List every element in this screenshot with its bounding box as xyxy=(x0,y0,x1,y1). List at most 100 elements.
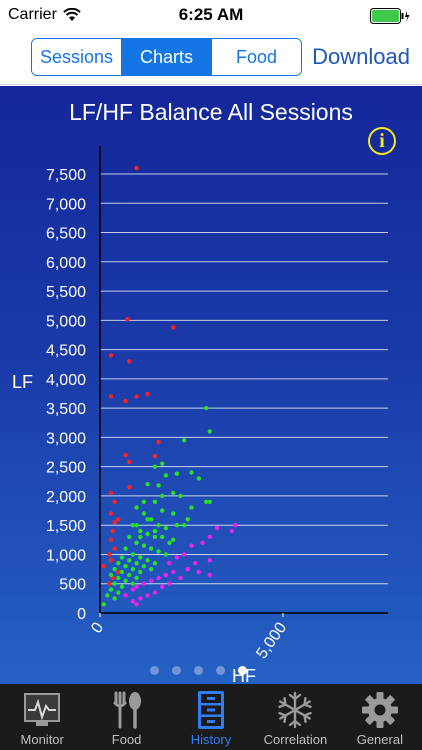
tab-history[interactable]: History xyxy=(169,684,253,750)
status-bar: Carrier 6:25 AM xyxy=(0,0,422,30)
data-point xyxy=(149,578,154,583)
data-point xyxy=(145,531,150,537)
data-point xyxy=(152,561,158,566)
page-dot[interactable] xyxy=(150,666,159,675)
data-point xyxy=(174,555,180,560)
page-indicator[interactable] xyxy=(150,666,247,675)
y-tick-label: 0 xyxy=(77,606,86,623)
info-icon[interactable]: i xyxy=(368,127,396,155)
segment-charts[interactable]: Charts xyxy=(122,39,212,75)
data-point xyxy=(112,499,117,504)
data-point xyxy=(138,528,143,534)
tab-food[interactable]: Food xyxy=(84,684,168,750)
data-point xyxy=(203,499,209,504)
y-tick-label: 4,000 xyxy=(46,372,86,389)
segment-food[interactable]: Food xyxy=(212,39,301,75)
data-point xyxy=(108,394,114,399)
data-point xyxy=(171,569,176,575)
y-tick-label: 3,000 xyxy=(46,430,86,447)
data-point xyxy=(193,561,198,566)
tab-label-correlation: Correlation xyxy=(263,732,328,747)
data-point xyxy=(108,490,114,496)
page-dot[interactable] xyxy=(172,666,181,675)
data-point xyxy=(178,493,183,499)
tab-general[interactable]: General xyxy=(338,684,422,750)
data-point xyxy=(160,584,165,589)
data-point xyxy=(108,558,114,563)
data-point xyxy=(160,508,165,513)
y-tick-label: 5,500 xyxy=(46,284,86,301)
data-point xyxy=(185,566,190,572)
data-point xyxy=(123,578,128,583)
data-point xyxy=(189,505,194,510)
data-point xyxy=(207,499,212,504)
battery-icon xyxy=(370,8,410,24)
data-point xyxy=(130,566,136,572)
tab-monitor[interactable]: Monitor xyxy=(0,684,84,750)
data-point xyxy=(203,405,209,411)
data-point xyxy=(130,599,136,604)
data-point xyxy=(116,590,121,595)
data-point xyxy=(130,552,136,557)
y-tick-label: 2,000 xyxy=(46,489,86,506)
data-point xyxy=(116,561,121,566)
data-point xyxy=(185,517,190,522)
data-point xyxy=(123,546,128,551)
tab-label-food: Food xyxy=(111,732,142,747)
data-point xyxy=(152,464,158,469)
data-point xyxy=(125,317,130,322)
data-point xyxy=(152,499,158,504)
page-dot[interactable] xyxy=(216,666,225,675)
data-point xyxy=(107,581,112,586)
data-point xyxy=(156,483,161,488)
data-point xyxy=(112,546,117,551)
segment-sessions[interactable]: Sessions xyxy=(32,39,122,75)
page-dot[interactable] xyxy=(194,666,203,675)
data-point xyxy=(101,602,106,607)
data-point xyxy=(152,453,158,459)
data-point xyxy=(127,558,132,563)
data-point xyxy=(108,572,114,578)
data-point xyxy=(145,593,150,598)
data-point xyxy=(196,569,201,575)
y-tick-label: 2,500 xyxy=(46,460,86,477)
data-point xyxy=(141,511,147,516)
data-point xyxy=(145,482,150,487)
tab-correlation[interactable]: Correlation xyxy=(253,684,337,750)
data-point xyxy=(156,523,161,528)
data-point xyxy=(163,572,169,578)
data-point xyxy=(167,561,172,566)
data-point xyxy=(108,537,114,542)
data-point xyxy=(171,537,176,542)
data-point xyxy=(134,540,139,545)
data-point xyxy=(101,564,106,569)
data-point xyxy=(112,596,117,601)
data-point xyxy=(134,394,139,399)
data-point xyxy=(134,165,139,171)
chart-area[interactable]: 0 500 1,000 1,500 2,000 2,500 3,000 3,500 4,000 4… xyxy=(0,86,422,684)
data-point xyxy=(134,561,139,566)
chart-title: LF/HF Balance All Sessions xyxy=(69,99,353,125)
data-point xyxy=(182,552,187,557)
data-point xyxy=(108,587,114,592)
y-tick-label: 1,500 xyxy=(46,518,86,535)
data-point xyxy=(160,461,165,466)
page-dot[interactable] xyxy=(238,666,247,675)
data-point xyxy=(108,511,114,516)
wifi-icon xyxy=(63,8,81,21)
data-point xyxy=(134,505,139,510)
data-point xyxy=(171,511,176,516)
data-point xyxy=(116,517,121,522)
download-button[interactable]: Download xyxy=(312,44,410,69)
data-point xyxy=(189,543,194,548)
x-tick-label: 0 xyxy=(88,619,107,636)
data-point xyxy=(189,470,194,475)
data-point xyxy=(141,564,147,569)
view-segmented-control: Sessions Charts Food xyxy=(31,38,302,76)
carrier-label: Carrier xyxy=(8,6,57,23)
data-point xyxy=(163,525,169,531)
scatter-chart: 0 500 1,000 1,500 2,000 2,500 3,000 3,500 4,000 4… xyxy=(12,146,388,684)
y-tick-label: 5,000 xyxy=(46,313,86,330)
data-point xyxy=(116,569,121,575)
data-point xyxy=(174,471,180,476)
